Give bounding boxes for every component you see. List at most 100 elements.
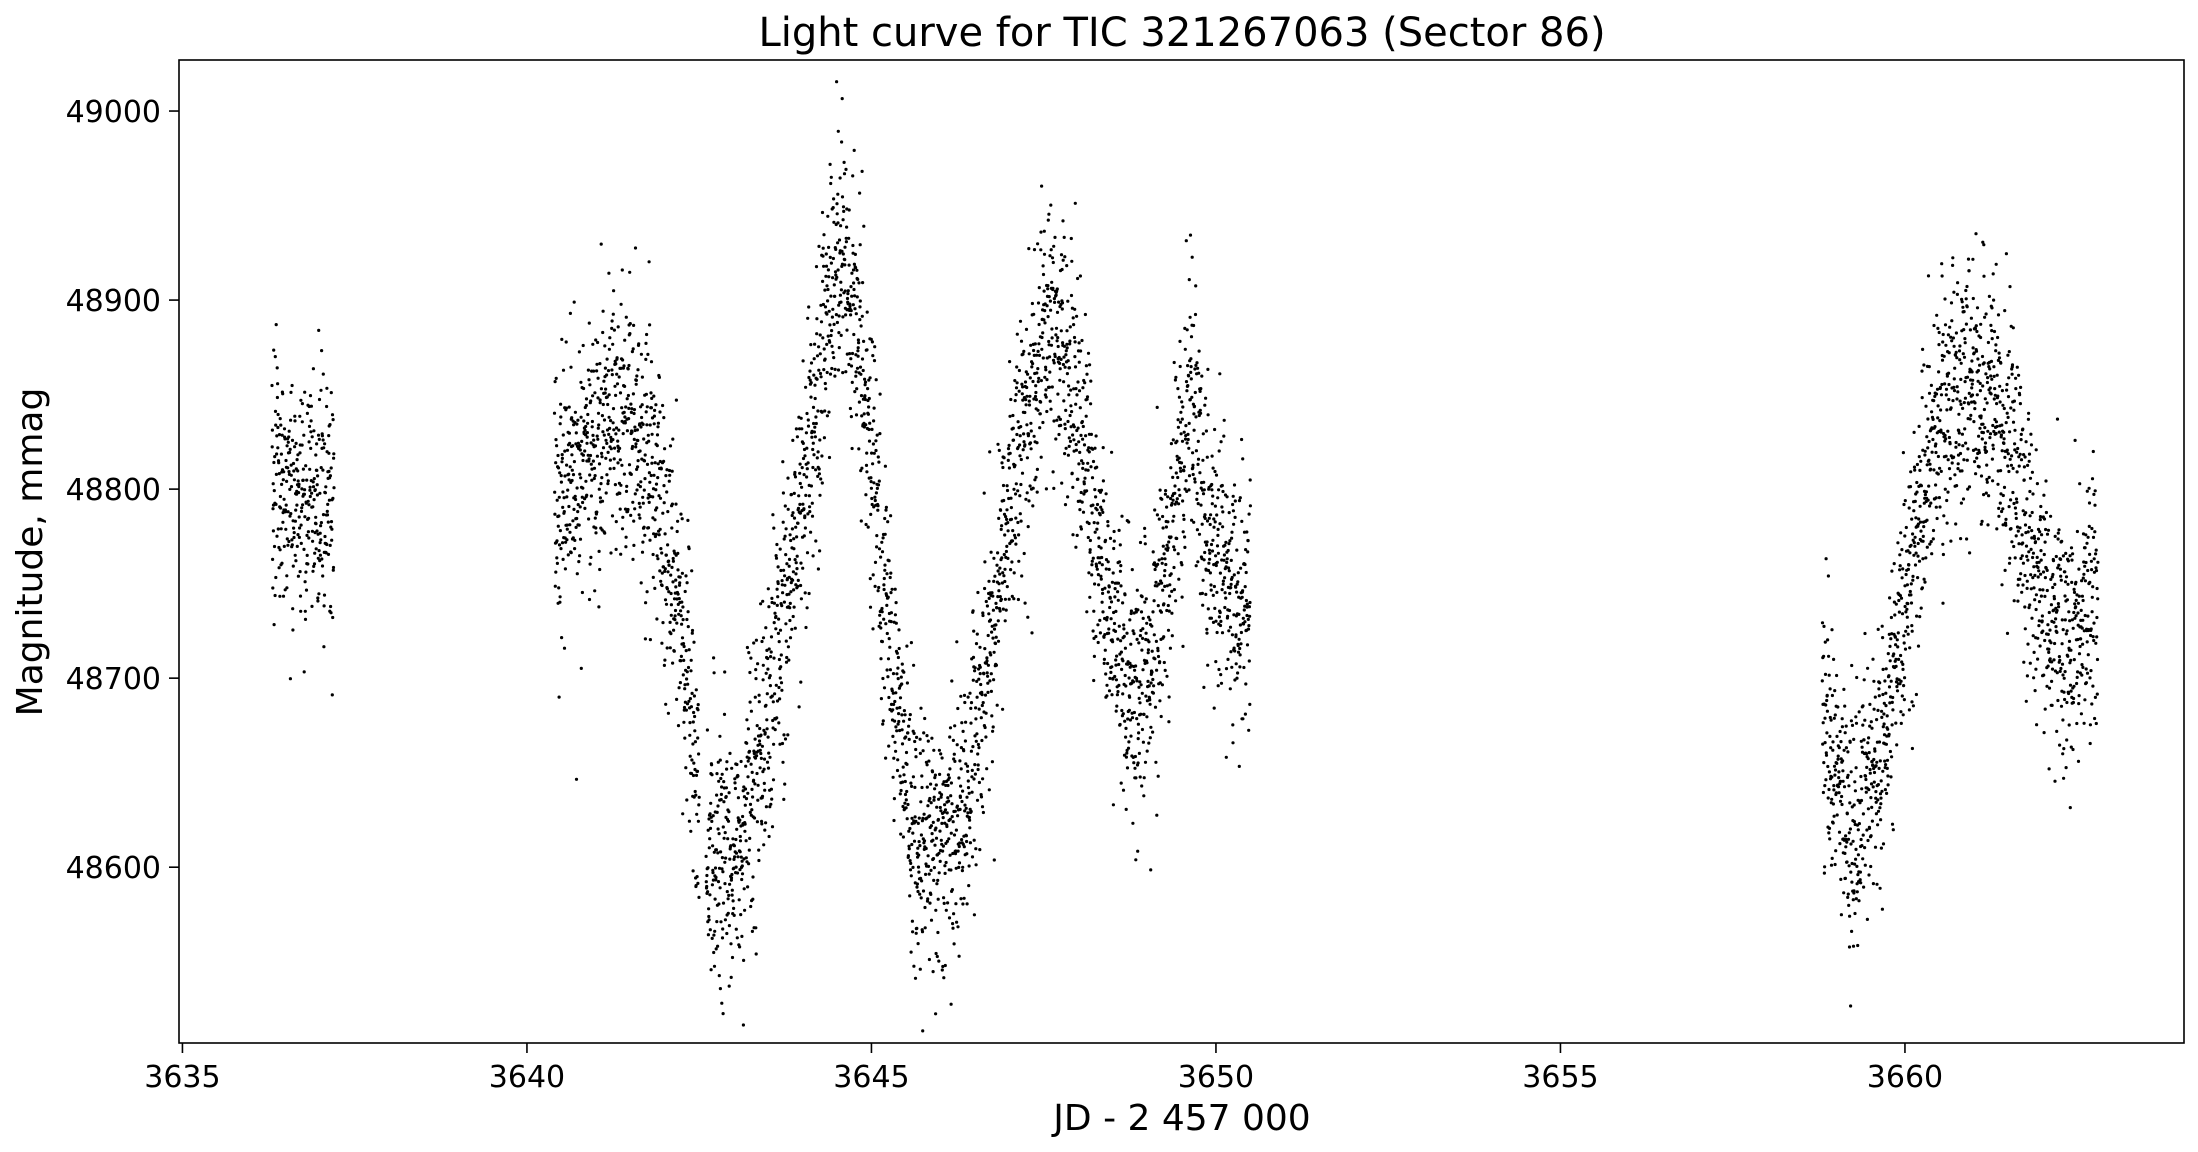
data-point <box>270 428 274 432</box>
data-point <box>789 581 793 585</box>
data-point <box>276 412 280 417</box>
data-point <box>878 392 882 396</box>
data-point <box>592 466 597 470</box>
data-point <box>1148 618 1152 622</box>
data-point <box>899 675 903 679</box>
data-point <box>1903 499 1907 503</box>
data-point <box>1224 755 1228 759</box>
data-point <box>1167 720 1171 724</box>
data-point <box>1890 700 1894 705</box>
data-point <box>1828 837 1832 841</box>
data-point <box>1103 538 1108 542</box>
data-point <box>303 609 307 613</box>
data-point <box>815 317 819 321</box>
data-point <box>1848 740 1852 744</box>
data-point <box>946 901 950 905</box>
data-point <box>2018 526 2022 530</box>
data-point <box>895 729 899 733</box>
data-point <box>275 434 279 438</box>
data-point <box>1829 863 1834 867</box>
data-point <box>1962 310 1966 314</box>
data-point <box>564 340 568 344</box>
data-point <box>873 345 877 349</box>
data-point <box>1999 361 2003 365</box>
data-point <box>804 385 808 389</box>
data-point <box>607 393 611 397</box>
data-point <box>1832 814 1836 818</box>
data-point <box>945 839 950 844</box>
data-point <box>1096 521 1100 525</box>
data-point <box>1856 828 1860 832</box>
data-point <box>1907 708 1911 712</box>
data-point <box>999 508 1003 512</box>
data-point <box>1918 468 1922 472</box>
data-point <box>1139 683 1143 687</box>
data-point <box>1224 540 1228 545</box>
data-point <box>1853 911 1857 916</box>
data-point <box>718 886 722 890</box>
data-point <box>839 224 843 228</box>
data-point <box>1244 598 1248 603</box>
data-point <box>1894 602 1898 606</box>
data-point <box>1116 590 1120 594</box>
data-point <box>622 410 626 414</box>
data-point <box>1921 539 1925 543</box>
data-point <box>872 419 876 423</box>
data-point <box>1136 737 1140 741</box>
data-point <box>1992 397 1996 401</box>
data-point <box>663 658 667 662</box>
data-point <box>681 605 685 609</box>
data-point <box>306 530 310 534</box>
data-point <box>1039 230 1043 234</box>
data-point <box>905 789 909 794</box>
data-point <box>1010 560 1014 564</box>
data-point <box>796 584 800 588</box>
data-point <box>1161 588 1165 592</box>
data-point <box>947 916 952 920</box>
data-point <box>1931 537 1935 541</box>
data-point <box>1018 454 1022 458</box>
data-point <box>708 928 712 932</box>
data-point <box>1832 784 1836 788</box>
data-point <box>315 493 319 497</box>
data-point <box>1034 390 1038 395</box>
data-point <box>1868 702 1872 707</box>
data-point <box>1886 652 1890 656</box>
data-point <box>1054 333 1058 337</box>
data-point <box>1196 502 1200 506</box>
data-point <box>1098 513 1102 517</box>
data-point <box>677 583 682 587</box>
data-point <box>1110 665 1114 669</box>
data-point <box>1241 616 1245 620</box>
data-point <box>721 927 725 931</box>
data-point <box>1935 313 1939 317</box>
data-point <box>777 685 781 690</box>
data-point <box>1875 718 1879 722</box>
data-point <box>1882 733 1887 737</box>
data-point <box>978 645 982 649</box>
data-point <box>989 689 994 694</box>
data-point <box>1035 353 1039 357</box>
data-point <box>1931 528 1936 533</box>
data-point <box>934 826 938 830</box>
data-point <box>924 846 928 851</box>
data-point <box>777 657 782 662</box>
data-point <box>1830 797 1834 801</box>
data-point <box>632 411 636 416</box>
data-point <box>836 221 840 225</box>
data-point <box>558 595 562 599</box>
data-point <box>1853 862 1857 866</box>
data-point <box>933 773 938 777</box>
data-point <box>660 571 664 575</box>
data-point <box>310 604 314 609</box>
data-point <box>605 473 609 477</box>
data-point <box>612 328 617 332</box>
data-point <box>281 478 285 482</box>
data-point <box>1225 495 1229 499</box>
data-point <box>1183 487 1187 491</box>
data-point <box>917 870 921 874</box>
data-point <box>1114 709 1118 713</box>
data-point <box>1936 404 1940 408</box>
data-point <box>565 463 569 467</box>
data-point <box>1014 386 1019 390</box>
